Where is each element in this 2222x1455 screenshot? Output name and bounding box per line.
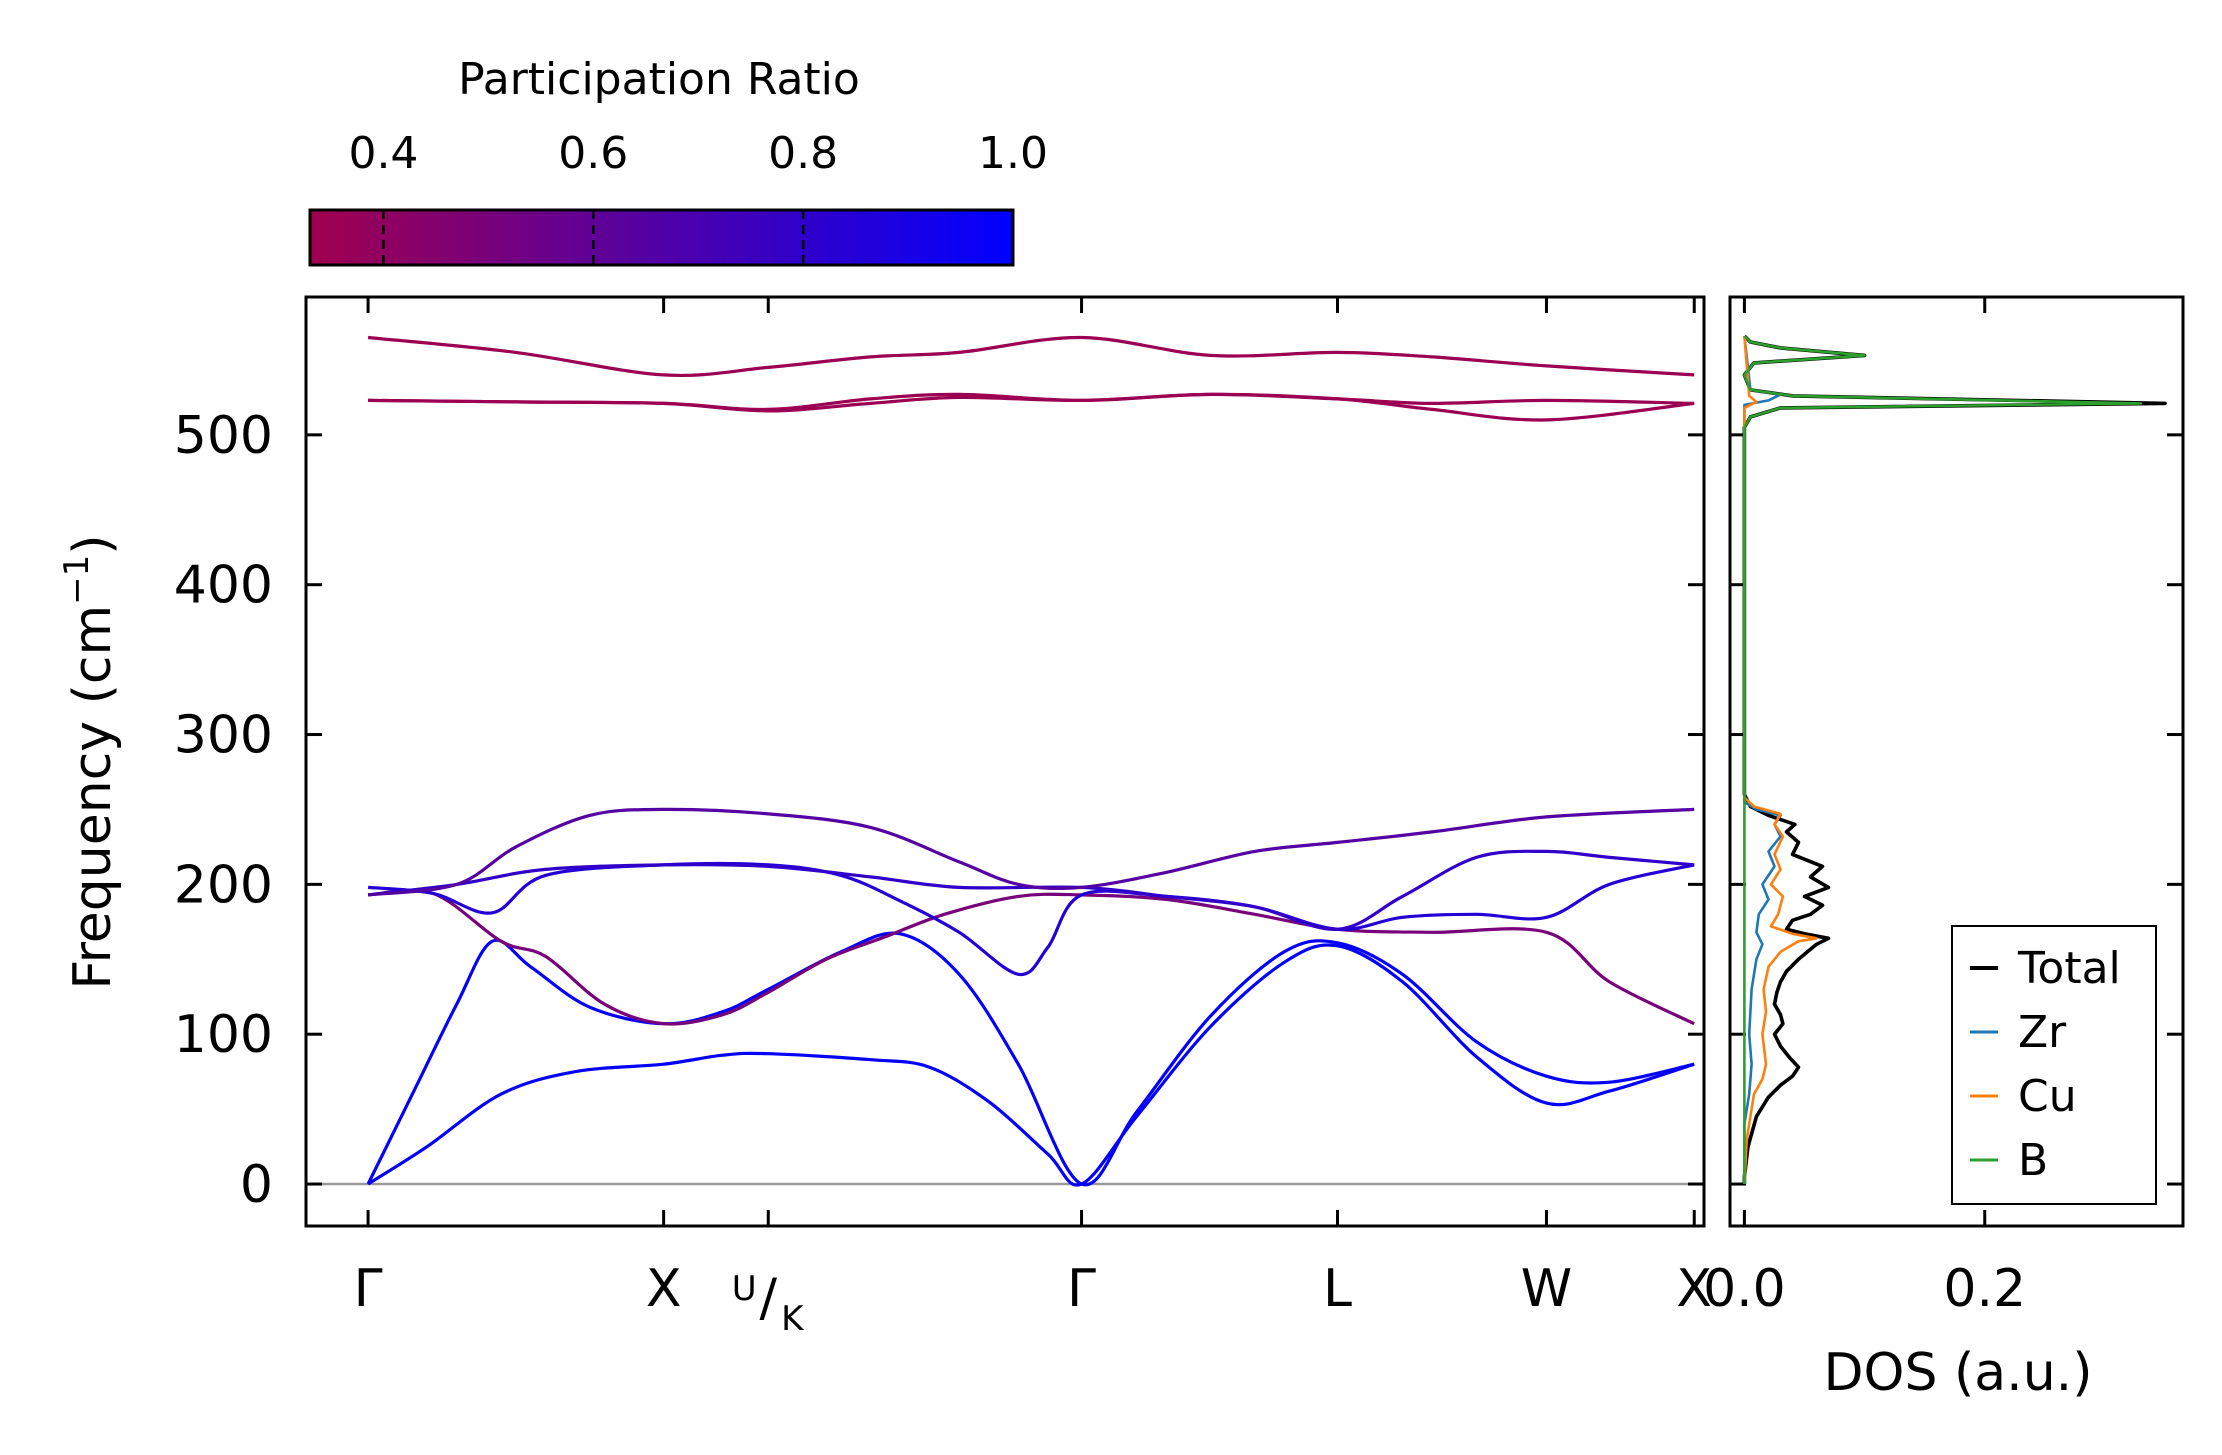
y-tick-label: 300	[174, 706, 273, 766]
dos-panel: 0.0 0.2 DOS (a.u.) Total Zr Cu B	[1703, 295, 2185, 1403]
colorbar-tick-label: 0.4	[348, 128, 418, 179]
band-branch-6	[367, 807, 1695, 897]
y-tick-label: 200	[174, 855, 273, 915]
x-tick-label-top: U	[732, 1269, 757, 1309]
legend-label-total: Total	[2017, 943, 2121, 994]
dos-axes-frame	[1728, 295, 2185, 1228]
x-tick-label: Γ	[1067, 1259, 1096, 1319]
legend-label-cu: Cu	[2018, 1071, 2077, 1122]
x-tick-label-bottom: K	[781, 1299, 805, 1339]
colorbar: Participation Ratio 0.4 0.6 0.8 1.0	[308, 54, 1048, 267]
x-tick-label: X	[646, 1259, 682, 1319]
band-axes-frame	[304, 295, 1706, 1228]
colorbar-tick-label: 1.0	[978, 128, 1048, 179]
colorbar-tick-label: 0.6	[558, 128, 628, 179]
band-lines	[366, 335, 1695, 1187]
dos-line-b	[1743, 335, 2143, 1184]
band-axis-ticks: 0 100 200 300 400 500 Γ X U / K Γ L W X	[174, 297, 2183, 1339]
band-branch-3	[367, 888, 1695, 1026]
dos-axis-ticks: 0.0 0.2	[1703, 297, 2026, 1319]
band-optical-1	[367, 335, 1695, 378]
dos-x-tick-label: 0.2	[1943, 1259, 2026, 1319]
band-acoustic-2	[366, 931, 1695, 1187]
y-tick-label: 500	[174, 406, 273, 466]
y-tick-label: 400	[174, 556, 273, 616]
colorbar-ticks: 0.4 0.6 0.8 1.0	[348, 128, 1048, 265]
dos-x-axis-label: DOS (a.u.)	[1824, 1343, 2093, 1403]
x-tick-label: W	[1521, 1259, 1572, 1319]
dos-lines	[1742, 334, 2167, 1185]
band-branch-4	[367, 861, 1695, 976]
x-tick-label: L	[1323, 1259, 1352, 1319]
x-tick-label-slash: /	[759, 1268, 777, 1328]
legend-label-b: B	[2018, 1135, 2048, 1186]
band-branch-5	[367, 849, 1695, 931]
colorbar-tick-label: 0.8	[768, 128, 838, 179]
x-tick-label: Γ	[354, 1259, 383, 1319]
colorbar-label: Participation Ratio	[458, 54, 860, 105]
colorbar-gradient	[308, 208, 1015, 267]
band-structure-panel: 0 100 200 300 400 500 Γ X U / K Γ L W X Frequency (cm−…	[57, 295, 2183, 1339]
legend: Total Zr Cu B	[1951, 925, 2157, 1205]
dos-x-tick-label: 0.0	[1703, 1259, 1786, 1319]
y-tick-label: 100	[174, 1005, 273, 1065]
dos-line-zr	[1743, 335, 1782, 1184]
dos-line-cu	[1743, 335, 1818, 1185]
legend-label-zr: Zr	[2018, 1007, 2067, 1058]
x-tick-label: X	[1676, 1259, 1712, 1319]
band-acoustic-1	[367, 943, 1695, 1187]
y-axis-label: Frequency (cm−1)	[57, 534, 123, 989]
y-tick-label: 0	[240, 1155, 273, 1215]
band-optical-3	[368, 392, 1695, 422]
x-tick-label-U-K: U / K	[732, 1268, 805, 1339]
legend-frame	[1951, 925, 2157, 1205]
